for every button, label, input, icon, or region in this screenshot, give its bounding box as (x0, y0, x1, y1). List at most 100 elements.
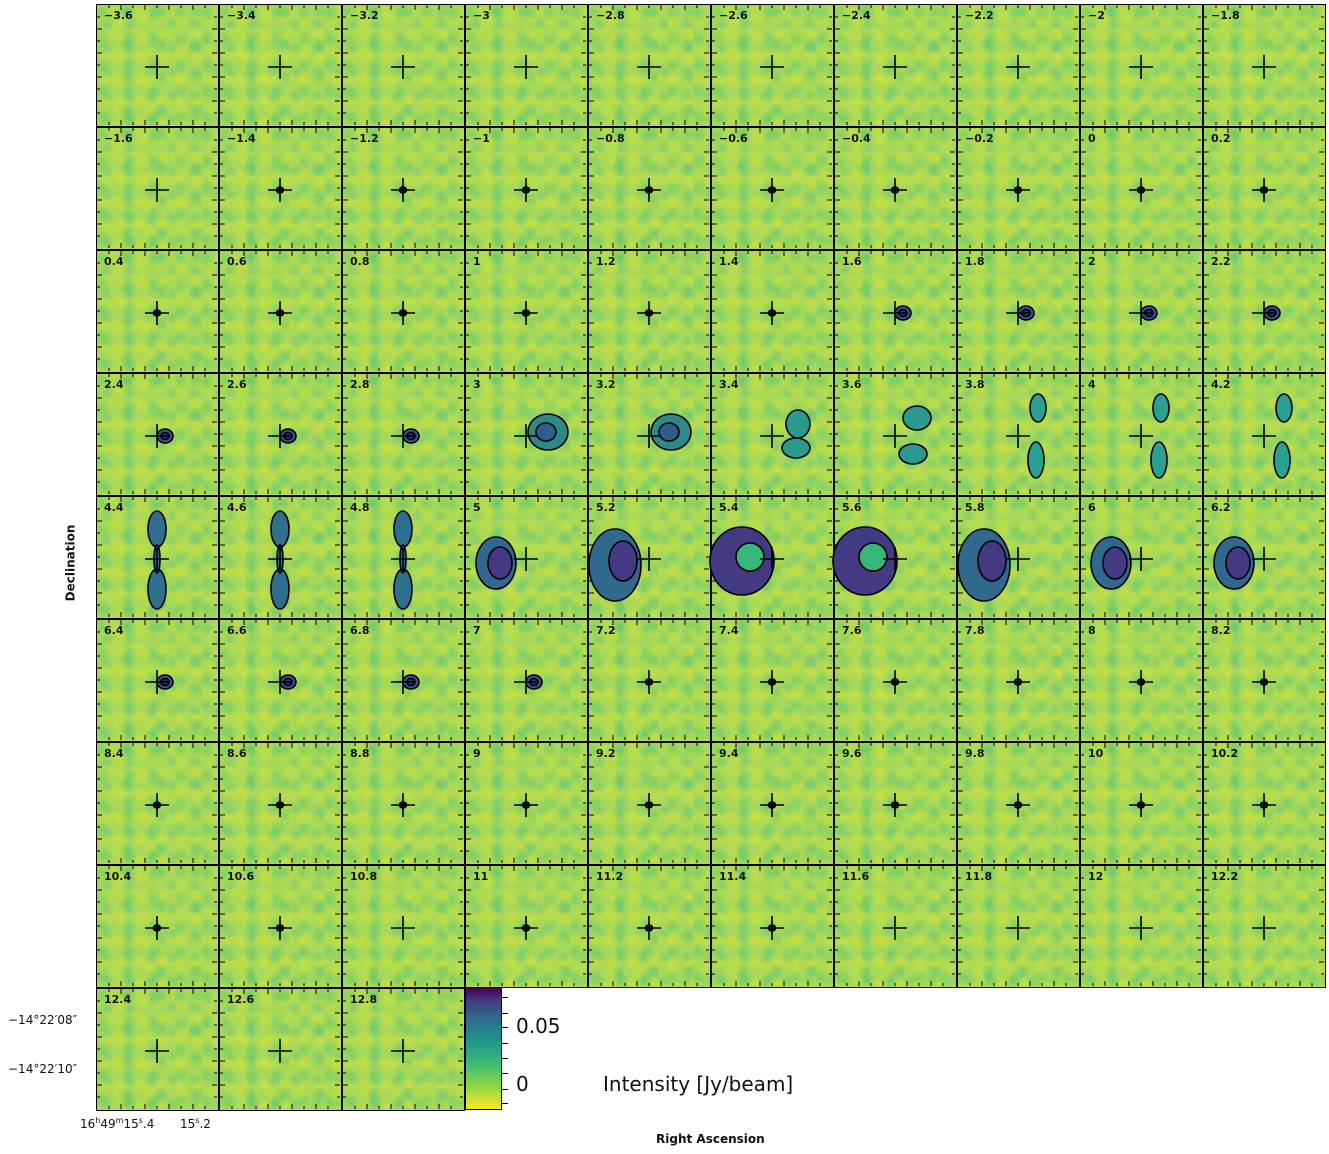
velocity-label: −0.2 (965, 132, 994, 145)
channel-panel: −3.2 (342, 4, 465, 127)
velocity-label: 0.4 (104, 255, 124, 268)
channel-panel: −0.8 (588, 127, 711, 250)
channel-panel: −2.6 (711, 4, 834, 127)
channel-panel: 12.2 (1203, 865, 1326, 988)
channel-panel: −3.4 (219, 4, 342, 127)
velocity-label: 12.8 (350, 993, 378, 1006)
colorbar (465, 987, 502, 1110)
colorbar-tick (502, 1043, 508, 1044)
velocity-label: 8.8 (350, 747, 370, 760)
colorbar-tick (502, 1013, 508, 1014)
velocity-label: 7.6 (842, 624, 862, 637)
channel-panel: 6 (1080, 496, 1203, 619)
velocity-label: −1 (473, 132, 490, 145)
velocity-label: 12 (1088, 870, 1104, 883)
channel-panel: −0.2 (957, 127, 1080, 250)
emission-contour (1275, 393, 1293, 423)
velocity-label: 2.2 (1211, 255, 1231, 268)
velocity-label: 11.4 (719, 870, 747, 883)
channel-panel: 9.4 (711, 742, 834, 865)
velocity-label: 1.6 (842, 255, 862, 268)
velocity-label: 10.8 (350, 870, 378, 883)
velocity-label: 0.8 (350, 255, 370, 268)
velocity-label: 4.6 (227, 501, 247, 514)
emission-contour (535, 422, 557, 442)
velocity-label: 11.2 (596, 870, 624, 883)
velocity-label: 8.4 (104, 747, 124, 760)
channel-panel: 11.8 (957, 865, 1080, 988)
channel-panel: 12.8 (342, 988, 465, 1111)
channel-panel: 10.4 (96, 865, 219, 988)
velocity-label: −0.8 (596, 132, 625, 145)
channel-panel: 9.6 (834, 742, 957, 865)
velocity-label: 9 (473, 747, 481, 760)
velocity-label: 5.8 (965, 501, 985, 514)
emission-contour (977, 540, 1007, 582)
colorbar-tick (502, 997, 508, 998)
velocity-label: 4.2 (1211, 378, 1231, 391)
channel-panel: 2.4 (96, 373, 219, 496)
velocity-label: 4 (1088, 378, 1096, 391)
channel-panel: −1.2 (342, 127, 465, 250)
channel-panel: 1.8 (957, 250, 1080, 373)
velocity-label: −2.6 (719, 9, 748, 22)
channel-panel: 2 (1080, 250, 1203, 373)
colorbar-tick (502, 1073, 508, 1074)
velocity-label: 7.8 (965, 624, 985, 637)
velocity-label: 3.8 (965, 378, 985, 391)
velocity-label: 10.2 (1211, 747, 1239, 760)
channel-panel: 1 (465, 250, 588, 373)
channel-panel: −3.6 (96, 4, 219, 127)
emission-contour (147, 568, 167, 610)
colorbar-tick (502, 1089, 508, 1090)
channel-panel: −1.4 (219, 127, 342, 250)
emission-contour (858, 542, 888, 572)
velocity-label: 9.8 (965, 747, 985, 760)
velocity-label: −3.6 (104, 9, 133, 22)
channel-panel: 10.8 (342, 865, 465, 988)
channel-panel: 10.2 (1203, 742, 1326, 865)
emission-contour (781, 437, 811, 459)
emission-contour (1273, 441, 1291, 479)
emission-contour (270, 510, 290, 548)
channel-panel: −2.8 (588, 4, 711, 127)
velocity-label: 0 (1088, 132, 1096, 145)
channel-panel: 6.4 (96, 619, 219, 742)
emission-contour (658, 422, 680, 442)
channel-panel: 10 (1080, 742, 1203, 865)
channel-panel: −2.4 (834, 4, 957, 127)
channel-panel: 9.2 (588, 742, 711, 865)
channel-panel: 10.6 (219, 865, 342, 988)
channel-panel: 5.8 (957, 496, 1080, 619)
channel-panel: 4.6 (219, 496, 342, 619)
velocity-label: 3.6 (842, 378, 862, 391)
colorbar-tick-label-high: 0.05 (516, 1014, 561, 1038)
colorbar-tick (502, 1027, 508, 1028)
emission-contour (1102, 546, 1128, 580)
velocity-label: −1.2 (350, 132, 379, 145)
channel-panel: 9 (465, 742, 588, 865)
velocity-label: 2.6 (227, 378, 247, 391)
velocity-label: 3.4 (719, 378, 739, 391)
velocity-label: 12.4 (104, 993, 132, 1006)
channel-panel: 2.6 (219, 373, 342, 496)
velocity-label: −0.4 (842, 132, 871, 145)
emission-contour (608, 540, 638, 582)
velocity-label: −2.8 (596, 9, 625, 22)
velocity-label: 1.4 (719, 255, 739, 268)
channel-panel: −0.6 (711, 127, 834, 250)
velocity-label: 11 (473, 870, 489, 883)
velocity-label: −3.4 (227, 9, 256, 22)
channel-panel: 3 (465, 373, 588, 496)
velocity-label: 11.6 (842, 870, 870, 883)
emission-contour (393, 510, 413, 548)
velocity-label: 6 (1088, 501, 1096, 514)
velocity-label: 10 (1088, 747, 1104, 760)
emission-contour (393, 568, 413, 610)
channel-panel: 7 (465, 619, 588, 742)
velocity-label: 1.8 (965, 255, 985, 268)
velocity-label: 6.8 (350, 624, 370, 637)
velocity-label: 5.6 (842, 501, 862, 514)
colorbar-label: Intensity [Jy/beam] (603, 1072, 794, 1096)
dec-tick-label-2: −14°22′10″ (8, 1062, 78, 1076)
